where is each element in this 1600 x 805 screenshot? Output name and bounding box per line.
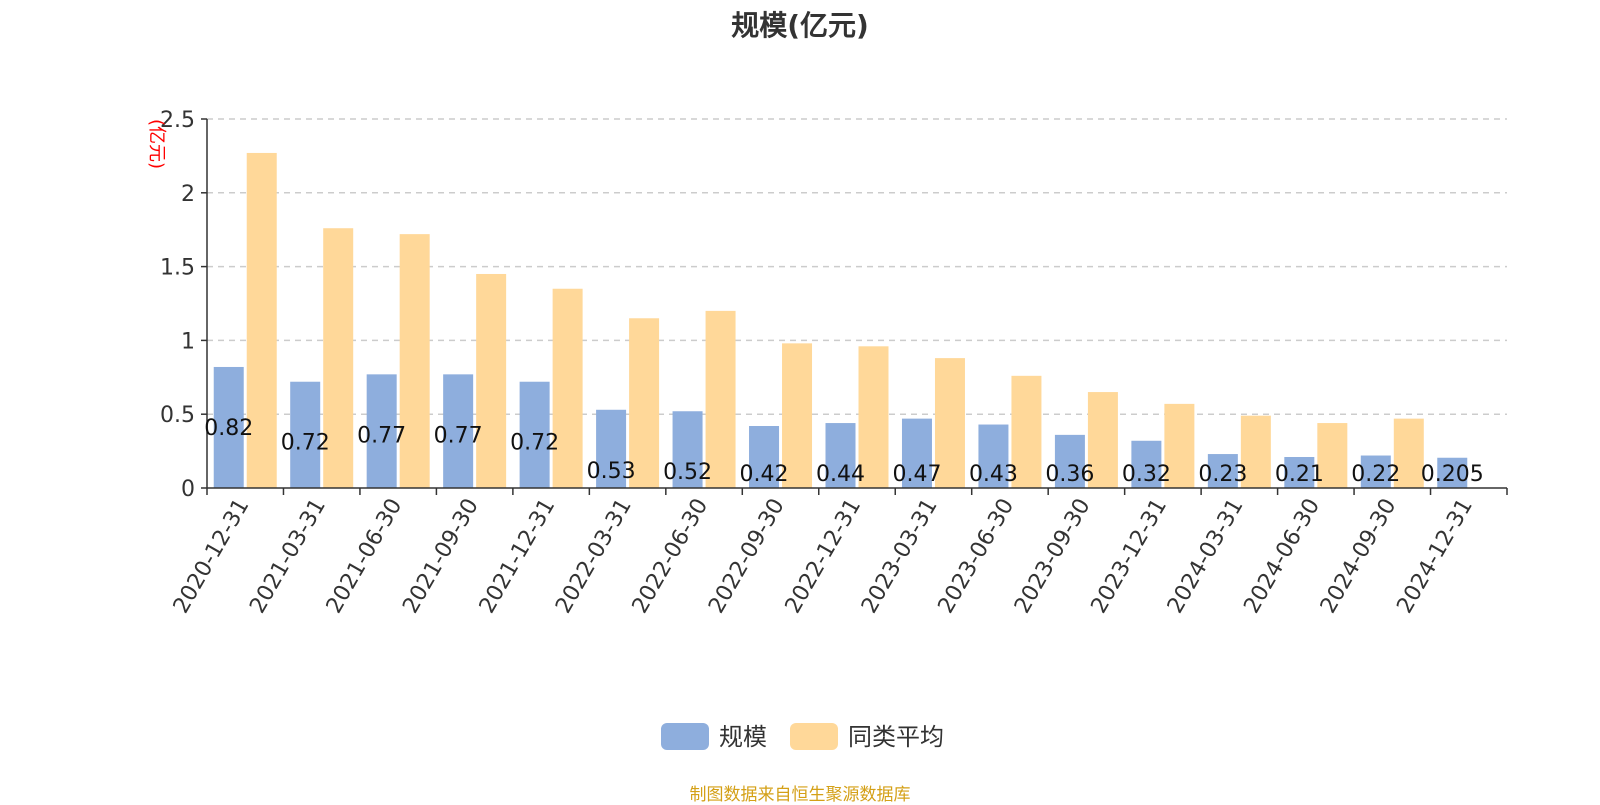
bar-scale: [1054, 434, 1085, 488]
data-label-scale: 0.72: [281, 431, 330, 456]
data-label-scale: 0.77: [357, 423, 406, 448]
bar-scale: [213, 366, 244, 488]
legend-item[interactable]: 同类平均: [790, 723, 944, 751]
y-tick-label: 2: [181, 182, 195, 207]
x-tick-label: 2023-12-31: [1086, 495, 1172, 618]
y-tick-label: 1: [181, 329, 195, 354]
bar-peer-average: [552, 288, 583, 488]
bars: [213, 152, 1468, 488]
data-label-scale: 0.43: [969, 462, 1018, 487]
x-tick-label: 2023-09-30: [1010, 495, 1096, 618]
legend-item[interactable]: 规模: [661, 723, 767, 751]
bar-scale: [978, 424, 1009, 488]
bar-peer-average: [476, 273, 507, 488]
bar-scale: [366, 374, 397, 488]
bar-scale: [1131, 440, 1162, 488]
data-label-scale: 0.205: [1421, 462, 1484, 487]
x-tick-label: 2023-03-31: [857, 495, 943, 618]
data-label-scale: 0.47: [892, 462, 941, 487]
legend-label: 规模: [719, 723, 767, 751]
source-note: 制图数据来自恒生聚源数据库: [689, 785, 911, 805]
bar-scale: [749, 426, 780, 488]
bar-peer-average: [934, 358, 965, 488]
bar-scale: [1284, 457, 1315, 488]
data-label-scale: 0.36: [1045, 462, 1094, 487]
bar-scale: [1360, 455, 1391, 488]
bar-peer-average: [1011, 375, 1042, 488]
data-label-scale: 0.23: [1198, 462, 1247, 487]
y-tick-label: 2.5: [160, 108, 195, 133]
x-tick-label: 2021-03-31: [245, 495, 331, 618]
data-label-scale: 0.53: [587, 459, 636, 484]
x-tick-label: 2024-12-31: [1392, 495, 1478, 618]
bar-peer-average: [1164, 403, 1195, 488]
data-label-scale: 0.77: [434, 423, 483, 448]
x-tick-label: 2022-06-30: [628, 495, 714, 618]
bar-peer-average: [782, 343, 813, 488]
bar-peer-average: [629, 318, 660, 488]
chart-title: 规模(亿元): [731, 9, 869, 42]
x-tick-label: 2022-12-31: [781, 495, 867, 618]
bar-scale: [901, 418, 932, 488]
bar-scale: [1437, 457, 1468, 488]
bar-peer-average: [1240, 415, 1271, 488]
x-tick-label: 2024-09-30: [1316, 495, 1402, 618]
data-label-scale: 0.21: [1275, 462, 1324, 487]
x-tick-label: 2022-09-30: [704, 495, 790, 618]
data-label-scale: 0.32: [1122, 462, 1171, 487]
bar-peer-average: [1087, 392, 1118, 488]
x-tick-label: 2021-06-30: [322, 495, 408, 618]
x-tick-label: 2024-06-30: [1239, 495, 1325, 618]
legend-label: 同类平均: [848, 723, 944, 751]
x-tick-label: 2021-12-31: [475, 495, 561, 618]
legend-swatch: [790, 723, 838, 750]
bar-scale: [519, 381, 550, 488]
data-labels: 0.82 0.72 0.77 0.77 0.72 0.53 0.52 0.42 0.44 0.47…: [204, 416, 1484, 487]
y-tick-label: 1.5: [160, 256, 195, 281]
bar-peer-average: [705, 310, 736, 488]
y-tick-label: 0: [181, 477, 195, 502]
x-tick-label: 2022-03-31: [551, 495, 637, 618]
x-tick-label: 2023-06-30: [934, 495, 1020, 618]
bar-scale: [672, 411, 703, 488]
y-axis-unit: (亿元): [146, 119, 167, 169]
bar-peer-average: [858, 346, 889, 488]
bar-scale: [596, 409, 627, 488]
bar-peer-average: [1393, 418, 1424, 488]
x-tick-label: 2021-09-30: [398, 495, 484, 618]
bar-peer-average: [323, 228, 354, 488]
bar-peer-average: [399, 234, 430, 488]
data-label-scale: 0.72: [510, 431, 559, 456]
bar-peer-average: [246, 152, 277, 488]
data-label-scale: 0.82: [204, 416, 253, 441]
grid-lines: [207, 118, 1507, 415]
bar-scale: [443, 374, 474, 488]
bar-peer-average: [1317, 423, 1348, 488]
data-label-scale: 0.44: [816, 462, 865, 487]
x-tick-label: 2020-12-31: [169, 495, 255, 618]
legend-swatch: [661, 723, 709, 750]
bar-scale: [825, 423, 856, 488]
data-label-scale: 0.52: [663, 460, 712, 485]
bar-scale: [1207, 454, 1238, 488]
y-tick-label: 0.5: [160, 403, 195, 428]
bar-scale: [290, 381, 321, 488]
data-label-scale: 0.42: [740, 462, 789, 487]
x-tick-label: 2024-03-31: [1163, 495, 1249, 618]
legend[interactable]: 规模 同类平均: [661, 723, 944, 751]
data-label-scale: 0.22: [1351, 462, 1400, 487]
